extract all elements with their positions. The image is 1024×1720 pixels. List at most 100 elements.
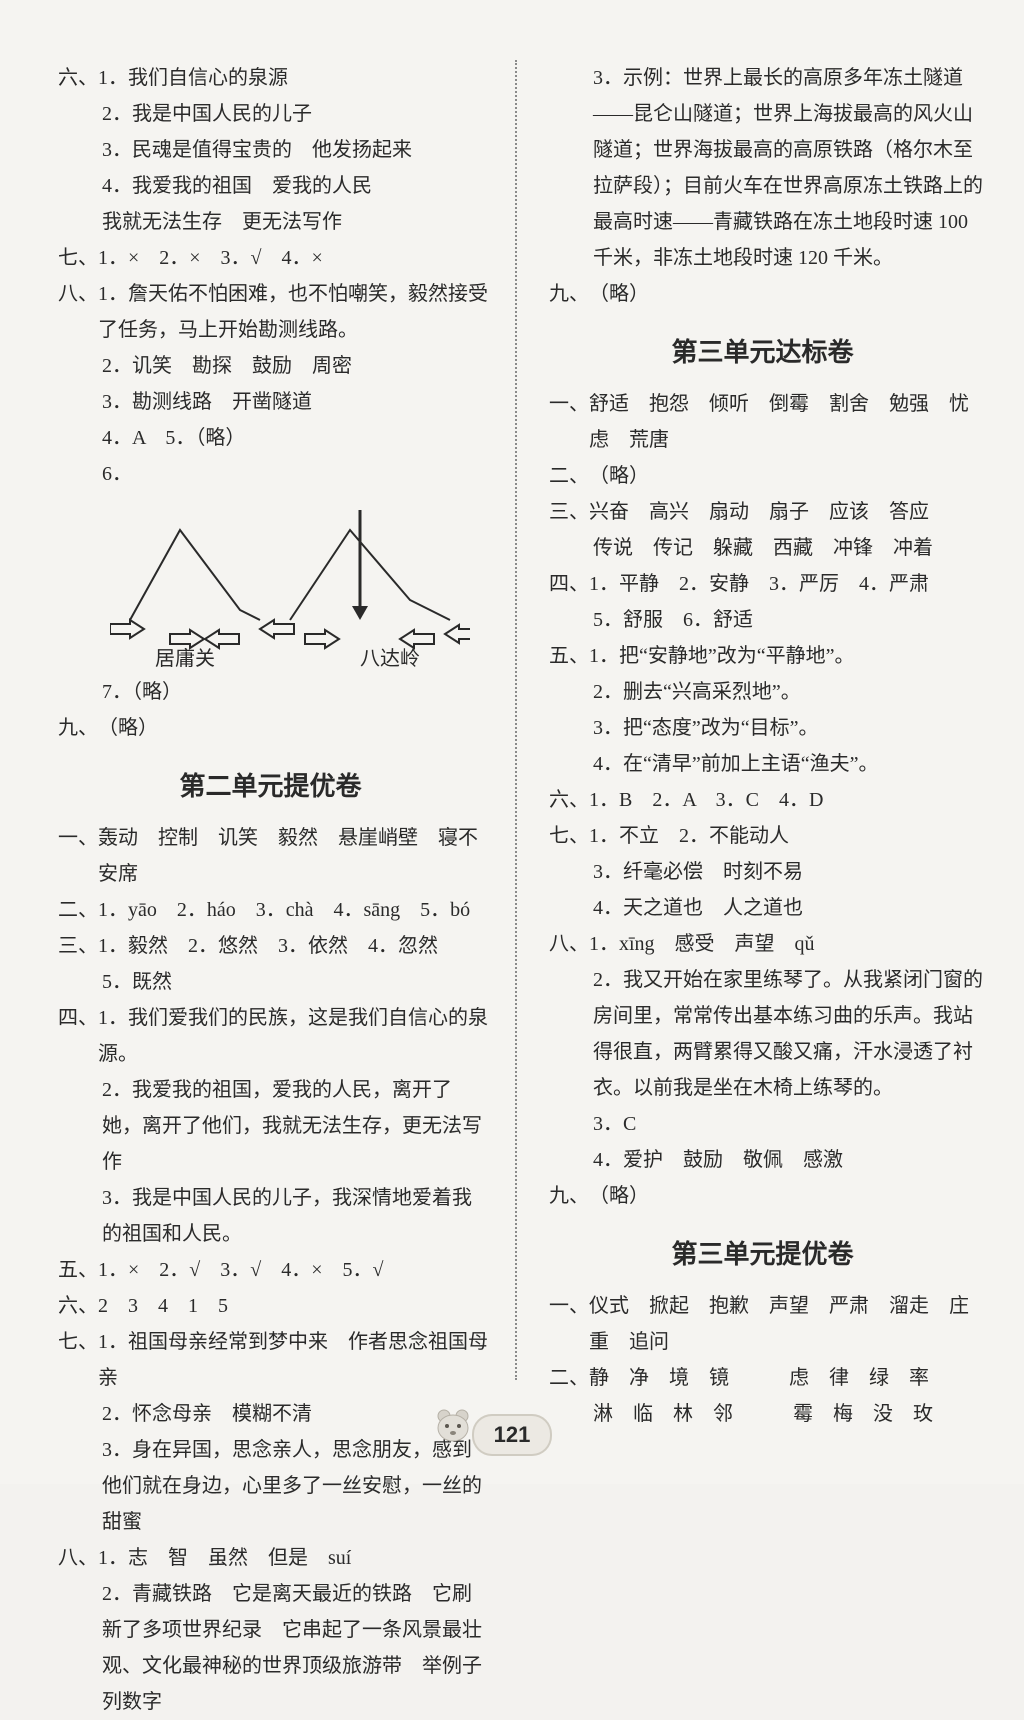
- line-text: 1．平静 2．安静 3．严厉 4．严肃: [589, 566, 984, 602]
- tunnel-diagram: 居庸关八达岭: [110, 500, 491, 670]
- line-text: 2．删去“兴高采烈地”。: [593, 674, 984, 710]
- answer-line: 五、1．把“安静地”改为“平静地”。: [541, 638, 984, 674]
- two-column-layout: 六、1．我们自信心的泉源2．我是中国人民的儿子3．民魂是值得宝贵的 他发扬起来4…: [50, 60, 984, 1380]
- line-text: （略）: [589, 1178, 984, 1214]
- line-text: 4．A 5．（略）: [102, 420, 491, 456]
- answer-line: 传说 传记 躲藏 西藏 冲锋 冲着: [541, 530, 984, 566]
- answer-line: 七、1．不立 2．不能动人: [541, 818, 984, 854]
- line-text: 6．: [102, 456, 491, 492]
- page-footer: 121: [0, 1414, 1024, 1456]
- document-page: 六、1．我们自信心的泉源2．我是中国人民的儿子3．民魂是值得宝贵的 他发扬起来4…: [0, 0, 1024, 1484]
- answer-line: 二、静 净 境 镜 虑 律 绿 率: [541, 1360, 984, 1396]
- answer-line: 7．（略）: [50, 674, 491, 710]
- line-number: 五、: [58, 1252, 98, 1288]
- line-text: 1．祖国母亲经常到梦中来 作者思念祖国母亲: [98, 1324, 491, 1396]
- line-number: 三、: [58, 928, 98, 964]
- line-text: 兴奋 高兴 扇动 扇子 应该 答应: [589, 494, 984, 530]
- section-heading: 第三单元提优卷: [541, 1236, 984, 1272]
- page-number-badge: 121: [472, 1414, 553, 1456]
- line-number: 八、: [58, 276, 98, 312]
- answer-line: 6．: [50, 456, 491, 492]
- answer-line: 六、1．B 2．A 3．C 4．D: [541, 782, 984, 818]
- answer-line: 4．我爱我的祖国 爱我的人民: [50, 168, 491, 204]
- line-text: 2．我是中国人民的儿子: [102, 96, 491, 132]
- line-number: 七、: [549, 818, 589, 854]
- line-number: 六、: [58, 1288, 98, 1324]
- line-number: 二、: [549, 1360, 589, 1396]
- line-number: 六、: [549, 782, 589, 818]
- line-text: 4．在“清早”前加上主语“渔夫”。: [593, 746, 984, 782]
- line-text: 3．勘测线路 开凿隧道: [102, 384, 491, 420]
- line-text: 1．B 2．A 3．C 4．D: [589, 782, 984, 818]
- line-text: 5．舒服 6．舒适: [593, 602, 984, 638]
- answer-line: 三、兴奋 高兴 扇动 扇子 应该 答应: [541, 494, 984, 530]
- answer-line: 3．民魂是值得宝贵的 他发扬起来: [50, 132, 491, 168]
- line-text: 4．爱护 鼓励 敬佩 感激: [593, 1142, 984, 1178]
- line-number: 七、: [58, 1324, 98, 1360]
- answer-line: 八、1．志 智 虽然 但是 suí: [50, 1540, 491, 1576]
- answer-line: 二、1．yāo 2．háo 3．chà 4．sāng 5．bó: [50, 892, 491, 928]
- answer-line: 九、（略）: [541, 1178, 984, 1214]
- line-text: 3．C: [593, 1106, 984, 1142]
- answer-line: 5．既然: [50, 964, 491, 1000]
- answer-line: 三、1．毅然 2．悠然 3．依然 4．忽然: [50, 928, 491, 964]
- line-number: 五、: [549, 638, 589, 674]
- line-number: 八、: [549, 926, 589, 962]
- answer-line: 4．A 5．（略）: [50, 420, 491, 456]
- line-text: 3．我是中国人民的儿子，我深情地爱着我的祖国和人民。: [102, 1180, 491, 1252]
- line-text: 1．志 智 虽然 但是 suí: [98, 1540, 491, 1576]
- line-number: 四、: [549, 566, 589, 602]
- answer-line: 六、2 3 4 1 5: [50, 1288, 491, 1324]
- line-text: 1．× 2．√ 3．√ 4．× 5．√: [98, 1252, 491, 1288]
- page-number: 121: [494, 1422, 531, 1447]
- line-text: 2．青藏铁路 它是离天最近的铁路 它刷新了多项世界纪录 它串起了一条风景最壮观、…: [102, 1576, 491, 1720]
- line-text: 2．我又开始在家里练琴了。从我紧闭门窗的房间里，常常传出基本练习曲的乐声。我站得…: [593, 962, 984, 1106]
- answer-line: 5．舒服 6．舒适: [541, 602, 984, 638]
- answer-line: 2．我又开始在家里练琴了。从我紧闭门窗的房间里，常常传出基本练习曲的乐声。我站得…: [541, 962, 984, 1106]
- line-text: 1．把“安静地”改为“平静地”。: [589, 638, 984, 674]
- line-text: （略）: [98, 710, 491, 746]
- line-text: 1．我们爱我们的民族，这是我们自信心的泉源。: [98, 1000, 491, 1072]
- answer-line: 2．讥笑 勘探 鼓励 周密: [50, 348, 491, 384]
- line-number: 八、: [58, 1540, 98, 1576]
- line-number: 一、: [549, 386, 589, 422]
- answer-line: 2．青藏铁路 它是离天最近的铁路 它刷新了多项世界纪录 它串起了一条风景最壮观、…: [50, 1576, 491, 1720]
- line-text: 4．天之道也 人之道也: [593, 890, 984, 926]
- line-text: 1．毅然 2．悠然 3．依然 4．忽然: [98, 928, 491, 964]
- answer-line: 九、（略）: [50, 710, 491, 746]
- line-number: 九、: [549, 276, 589, 312]
- answer-line: 二、（略）: [541, 458, 984, 494]
- line-text: 仪式 掀起 抱歉 声望 严肃 溜走 庄重 追问: [589, 1288, 984, 1360]
- line-text: 2．讥笑 勘探 鼓励 周密: [102, 348, 491, 384]
- line-number: 六、: [58, 60, 98, 96]
- line-text: 1．× 2．× 3．√ 4．×: [98, 240, 491, 276]
- answer-line: 4．天之道也 人之道也: [541, 890, 984, 926]
- line-text: 传说 传记 躲藏 西藏 冲锋 冲着: [593, 530, 984, 566]
- line-text: 1．詹天佑不怕困难，也不怕嘲笑，毅然接受了任务，马上开始勘测线路。: [98, 276, 491, 348]
- answer-line: 九、（略）: [541, 276, 984, 312]
- answer-line: 4．爱护 鼓励 敬佩 感激: [541, 1142, 984, 1178]
- answer-line: 3．示例：世界上最长的高原多年冻土隧道——昆仑山隧道；世界上海拔最高的风火山隧道…: [541, 60, 984, 276]
- answer-line: 八、1．詹天佑不怕困难，也不怕嘲笑，毅然接受了任务，马上开始勘测线路。: [50, 276, 491, 348]
- line-text: 3．纤毫必偿 时刻不易: [593, 854, 984, 890]
- line-number: 九、: [58, 710, 98, 746]
- answer-line: 3．把“态度”改为“目标”。: [541, 710, 984, 746]
- line-number: 七、: [58, 240, 98, 276]
- answer-line: 五、1．× 2．√ 3．√ 4．× 5．√: [50, 1252, 491, 1288]
- answer-line: 3．纤毫必偿 时刻不易: [541, 854, 984, 890]
- svg-text:八达岭: 八达岭: [360, 647, 420, 670]
- line-number: 一、: [549, 1288, 589, 1324]
- line-text: 5．既然: [102, 964, 491, 1000]
- answer-line: 一、仪式 掀起 抱歉 声望 严肃 溜走 庄重 追问: [541, 1288, 984, 1360]
- answer-line: 一、轰动 控制 讥笑 毅然 悬崖峭壁 寝不安席: [50, 820, 491, 892]
- answer-line: 2．我爱我的祖国，爱我的人民，离开了她，离开了他们，我就无法生存，更无法写作: [50, 1072, 491, 1180]
- answer-line: 四、1．平静 2．安静 3．严厉 4．严肃: [541, 566, 984, 602]
- answer-line: 七、1．祖国母亲经常到梦中来 作者思念祖国母亲: [50, 1324, 491, 1396]
- line-text: 4．我爱我的祖国 爱我的人民: [102, 168, 491, 204]
- line-text: 舒适 抱怨 倾听 倒霉 割舍 勉强 忧虑 荒唐: [589, 386, 984, 458]
- line-number: 三、: [549, 494, 589, 530]
- right-column: 3．示例：世界上最长的高原多年冻土隧道——昆仑山隧道；世界上海拔最高的风火山隧道…: [517, 60, 984, 1380]
- line-text: 1．我们自信心的泉源: [98, 60, 491, 96]
- answer-line: 2．我是中国人民的儿子: [50, 96, 491, 132]
- section-heading: 第三单元达标卷: [541, 334, 984, 370]
